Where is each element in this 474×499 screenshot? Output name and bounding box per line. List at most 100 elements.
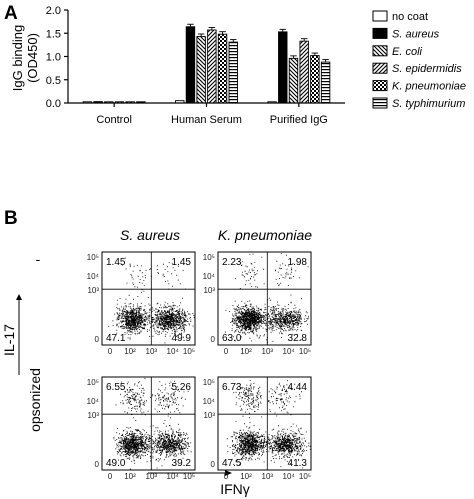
legend-label: S. epidermidis [392, 63, 462, 75]
quadrant-lr-value: 41.3 [288, 458, 308, 469]
density-x-tick-label: 10² [240, 472, 252, 481]
x-labels: Control Human Serum Purified IgG [96, 103, 328, 126]
legend-swatch [372, 45, 388, 57]
legend-swatch [372, 62, 388, 74]
quadrant-lr-value: 39.2 [172, 458, 192, 469]
bar-1-2 [278, 31, 288, 104]
bar-3-2 [299, 40, 309, 104]
density-x-tick-label: 0 [108, 472, 113, 481]
density-x-tick-label: 10³ [146, 472, 158, 481]
quadrant-ll-value: 47.5 [222, 458, 242, 469]
bar-3-1 [207, 29, 217, 104]
density-x-tick-label: 10³ [262, 347, 274, 356]
ifng-arrow-head-icon [225, 470, 232, 476]
y-tick-label: 2.0 [46, 5, 61, 17]
y-tick-label: 0.5 [46, 75, 61, 87]
bar-chart: IgG binding (OD450) 0.0 0.5 1.0 1.5 2.0 Cont… [10, 5, 466, 126]
ifng-axis-label: IFNγ [220, 481, 250, 497]
legend-label: E. coli [392, 46, 423, 58]
y-ticks: 0.0 0.5 1.0 1.5 2.0 [46, 5, 68, 110]
row-label-untreated: - [36, 251, 41, 267]
density-y-tick-label: 10⁵ [203, 253, 215, 262]
density-y-tick-label: 10³ [203, 411, 215, 420]
bar-5-1 [228, 41, 238, 104]
density-y-tick-label: 10⁵ [87, 253, 99, 262]
density-x-tick-label: 10⁵ [183, 347, 195, 356]
quadrant-lr-value: 49.9 [172, 333, 192, 344]
density-y-tick-label: 0 [211, 335, 216, 344]
panel-a-letter: A [4, 3, 18, 24]
y-tick-label: 1.5 [46, 28, 61, 40]
quadrant-ll-value: 49.0 [106, 458, 126, 469]
density-x-tick-label: 10² [240, 347, 252, 356]
plot-frame [217, 251, 312, 346]
density-y-tick-label: 0 [211, 460, 216, 469]
quadrant-ul-value: 2.23 [222, 257, 242, 268]
density-y-tick-label: 10⁴ [203, 397, 216, 406]
density-x-tick-label: 10³ [146, 347, 158, 356]
quadrant-lr-value: 32.8 [288, 333, 308, 344]
x-category-label: Human Serum [171, 114, 242, 126]
density-x-tick-label: 0 [108, 347, 113, 356]
y-axis-title-line1: IgG binding [10, 25, 25, 92]
legend-swatch [372, 27, 388, 39]
panel-b-letter: B [4, 208, 18, 229]
density-x-tick-label: 10² [124, 347, 136, 356]
quadrant-ul-value: 6.55 [106, 382, 126, 393]
density-x-tick-label: 0 [224, 347, 229, 356]
density-y-tick-label: 10³ [203, 286, 215, 295]
density-y-tick-label: 10⁴ [87, 397, 100, 406]
quadrant-ul-value: 6.73 [222, 382, 242, 393]
legend: no coat S. aureus E. coli S. epidermidis K. … [372, 10, 466, 110]
event-dots [113, 378, 192, 470]
density-y-tick-label: 10⁵ [87, 378, 99, 387]
plot-frame [217, 376, 312, 471]
quadrant-ur-value: 5.26 [172, 382, 192, 393]
x-category-label: Purified IgG [270, 114, 328, 126]
row-label-opsonized: opsonized [27, 368, 43, 432]
quadrant-ul-value: 1.45 [106, 257, 126, 268]
event-dots [108, 257, 195, 344]
legend-label: K. pneumoniae [392, 81, 466, 93]
bar-5-2 [320, 61, 331, 104]
density-x-tick-label: 10³ [262, 472, 274, 481]
density-x-tick-label: 10⁴ [283, 347, 296, 356]
legend-swatch [372, 80, 388, 92]
density-x-tick-label: 10² [124, 472, 136, 481]
legend-swatch [372, 97, 388, 109]
event-dots [225, 253, 310, 343]
il17-axis-label: IL-17 [1, 324, 17, 356]
quadrant-ur-value: 1.45 [172, 257, 192, 268]
density-y-tick-label: 0 [95, 460, 100, 469]
quadrant-ll-value: 47.1 [106, 333, 126, 344]
y-tick-label: 0.0 [46, 98, 61, 110]
density-y-tick-label: 10⁴ [87, 272, 100, 281]
quadrant-ur-value: 1.98 [288, 257, 308, 268]
density-x-tick-label: 10⁵ [183, 472, 195, 481]
plot-frame [101, 251, 196, 346]
density-x-tick-label: 10⁵ [299, 347, 311, 356]
density-y-tick-label: 10³ [87, 411, 99, 420]
bar-2-2 [288, 57, 299, 104]
bar-4-2 [310, 55, 320, 104]
bar-1-1 [185, 26, 196, 104]
density-y-tick-label: 10⁴ [203, 272, 216, 281]
x-category-label: Control [96, 114, 131, 126]
density-x-tick-label: 10⁴ [167, 347, 180, 356]
legend-swatch [372, 10, 388, 22]
flow-cytometry-panel: S. aureus K. pneumoniae - opsonized IL-1… [1, 227, 312, 497]
density-y-tick-label: 10³ [87, 286, 99, 295]
quadrant-ll-value: 63.0 [222, 333, 242, 344]
legend-label: no coat [392, 11, 428, 23]
density-x-tick-label: 10⁴ [167, 472, 180, 481]
legend-label: S. typhimurium [392, 98, 465, 110]
density-x-tick-label: 10⁵ [299, 472, 311, 481]
il17-arrow-head-icon [16, 294, 22, 300]
bar-4-1 [217, 33, 228, 104]
